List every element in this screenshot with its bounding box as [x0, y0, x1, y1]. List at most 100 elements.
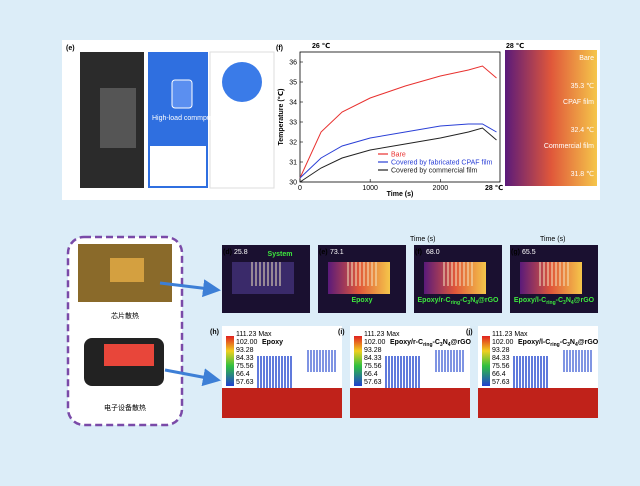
arrow — [159, 279, 221, 298]
caption: Epoxy/l-Cring-C3N4@rGO — [514, 297, 595, 306]
corner-value: 65.5 — [522, 249, 536, 256]
y-tick-label: 30 — [289, 180, 297, 187]
scale-label: 84.33 — [236, 355, 254, 362]
x-tick-label: 2000 — [433, 185, 449, 192]
scale-label: 75.56 — [364, 363, 382, 370]
caption: Epoxy/r-Cring-C3N4@rGO — [390, 339, 472, 348]
caption-part: N — [443, 339, 448, 346]
caption-part: @rGO — [451, 339, 472, 346]
line-series — [299, 123, 497, 179]
y-tick-label: 34 — [289, 100, 297, 107]
gauge — [222, 62, 262, 102]
scale-label: 57.63 — [492, 379, 510, 386]
caption-part: @rGO — [578, 339, 599, 346]
legend-label: Covered by commercial film — [391, 168, 478, 175]
phone-battery — [100, 88, 136, 148]
panel-label: (e) — [319, 249, 328, 256]
panel-label: (f) — [276, 45, 283, 52]
colorbar — [482, 336, 490, 386]
arrow — [164, 368, 221, 387]
line-chart: (f) 26 ℃ Time (s) Temperature (℃) 30 31 32 33 34… — [276, 42, 501, 198]
scale-label: 84.33 — [364, 355, 382, 362]
scale-label: 57.63 — [364, 379, 382, 386]
chip-heatsink — [110, 258, 144, 282]
scale-label: 111.23 Max — [492, 331, 528, 338]
subscript: 3 — [567, 342, 570, 348]
caption: Epoxy/l-Cring-C3N4@rGO — [518, 339, 599, 348]
device-heat — [104, 344, 154, 366]
scale-label: 102.00 — [236, 339, 258, 346]
sim-base — [478, 388, 598, 418]
scale-label: 66.4 — [492, 371, 506, 378]
subscript: 3 — [563, 300, 566, 306]
scale-label: 93.28 — [492, 347, 510, 354]
caption-part: @rGO — [574, 297, 595, 304]
y-tick-label: 31 — [289, 160, 297, 167]
caption-part: -C — [433, 339, 440, 346]
caption-part: Epoxy — [351, 297, 372, 304]
scale-label: 84.33 — [492, 355, 510, 362]
sample-name: Bare — [579, 55, 594, 62]
caption-part: -C — [556, 297, 563, 304]
corner-value: 68.0 — [426, 249, 440, 256]
panel-label: (d) — [223, 249, 232, 256]
caption: Epoxy — [262, 339, 283, 346]
application-label: 电子设备散热 — [104, 403, 146, 412]
caption-part: System — [268, 251, 293, 258]
y-axis-label: Temperature (℃) — [277, 89, 285, 146]
caption-part: Epoxy/l-C — [518, 339, 550, 346]
thermal-end-label: 28 ℃ — [485, 184, 503, 192]
scale-label: 102.00 — [364, 339, 386, 346]
panel-label: (f) — [415, 249, 422, 256]
thermal-hot — [520, 262, 582, 294]
sample-temp: 35.3 ℃ — [571, 83, 595, 90]
scale-label: 66.4 — [364, 371, 378, 378]
time-label: Time (s) — [540, 236, 565, 243]
sample-name: CPAF film — [563, 99, 594, 106]
y-tick-label: 33 — [289, 120, 297, 127]
scale-label: 93.28 — [364, 347, 382, 354]
caption-part: N — [470, 297, 475, 304]
panel-label: (h) — [210, 329, 219, 336]
sim-base — [222, 388, 342, 418]
thermal-image — [505, 50, 597, 186]
sample-temp: 32.4 ℃ — [571, 127, 595, 134]
chart-title: 26 ℃ — [312, 42, 330, 50]
corner-value: 73.1 — [330, 249, 344, 256]
phone-screen-panel — [150, 146, 206, 186]
caption-part: Epoxy/l-C — [514, 297, 546, 304]
application-label: 芯片散热 — [111, 311, 139, 320]
caption: Epoxy — [351, 297, 372, 304]
lower-figure: Time (s) Time (s) (d) 25.8 System (e) 73.1 Epox… — [210, 236, 599, 418]
caption-part: @rGO — [478, 297, 499, 304]
sample-name: Commercial film — [544, 143, 594, 150]
subscript: ring — [423, 342, 432, 348]
screen-text: High-load commputing — [152, 115, 222, 122]
thermal-hot — [328, 262, 390, 294]
line-series — [299, 65, 497, 179]
sim-base — [350, 388, 470, 418]
y-tick-label: 32 — [289, 140, 297, 147]
thermal-hot — [232, 262, 294, 294]
caption: System — [268, 251, 293, 258]
colorbar — [226, 336, 234, 386]
panel-label: (e) — [66, 45, 75, 52]
caption-part: N — [566, 297, 571, 304]
y-tick-label: 36 — [289, 60, 297, 67]
subscript: 4 — [475, 300, 478, 306]
panel-label: (i) — [338, 329, 345, 336]
panel-label: (g) — [511, 249, 520, 256]
scale-label: 75.56 — [492, 363, 510, 370]
caption-part: -C — [460, 297, 467, 304]
sample-temp: 31.8 ℃ — [571, 171, 595, 178]
scale-label: 102.00 — [492, 339, 514, 346]
scale-label: 111.23 Max — [236, 331, 272, 338]
caption-part: -C — [560, 339, 567, 346]
caption-part: Epoxy/r-C — [418, 297, 451, 304]
legend-label: Covered by fabricated CPAF film — [391, 160, 493, 167]
plot-frame — [299, 51, 501, 183]
caption-part: Epoxy — [262, 339, 283, 346]
subscript: ring — [550, 342, 559, 348]
x-tick-label: 1000 — [362, 185, 378, 192]
